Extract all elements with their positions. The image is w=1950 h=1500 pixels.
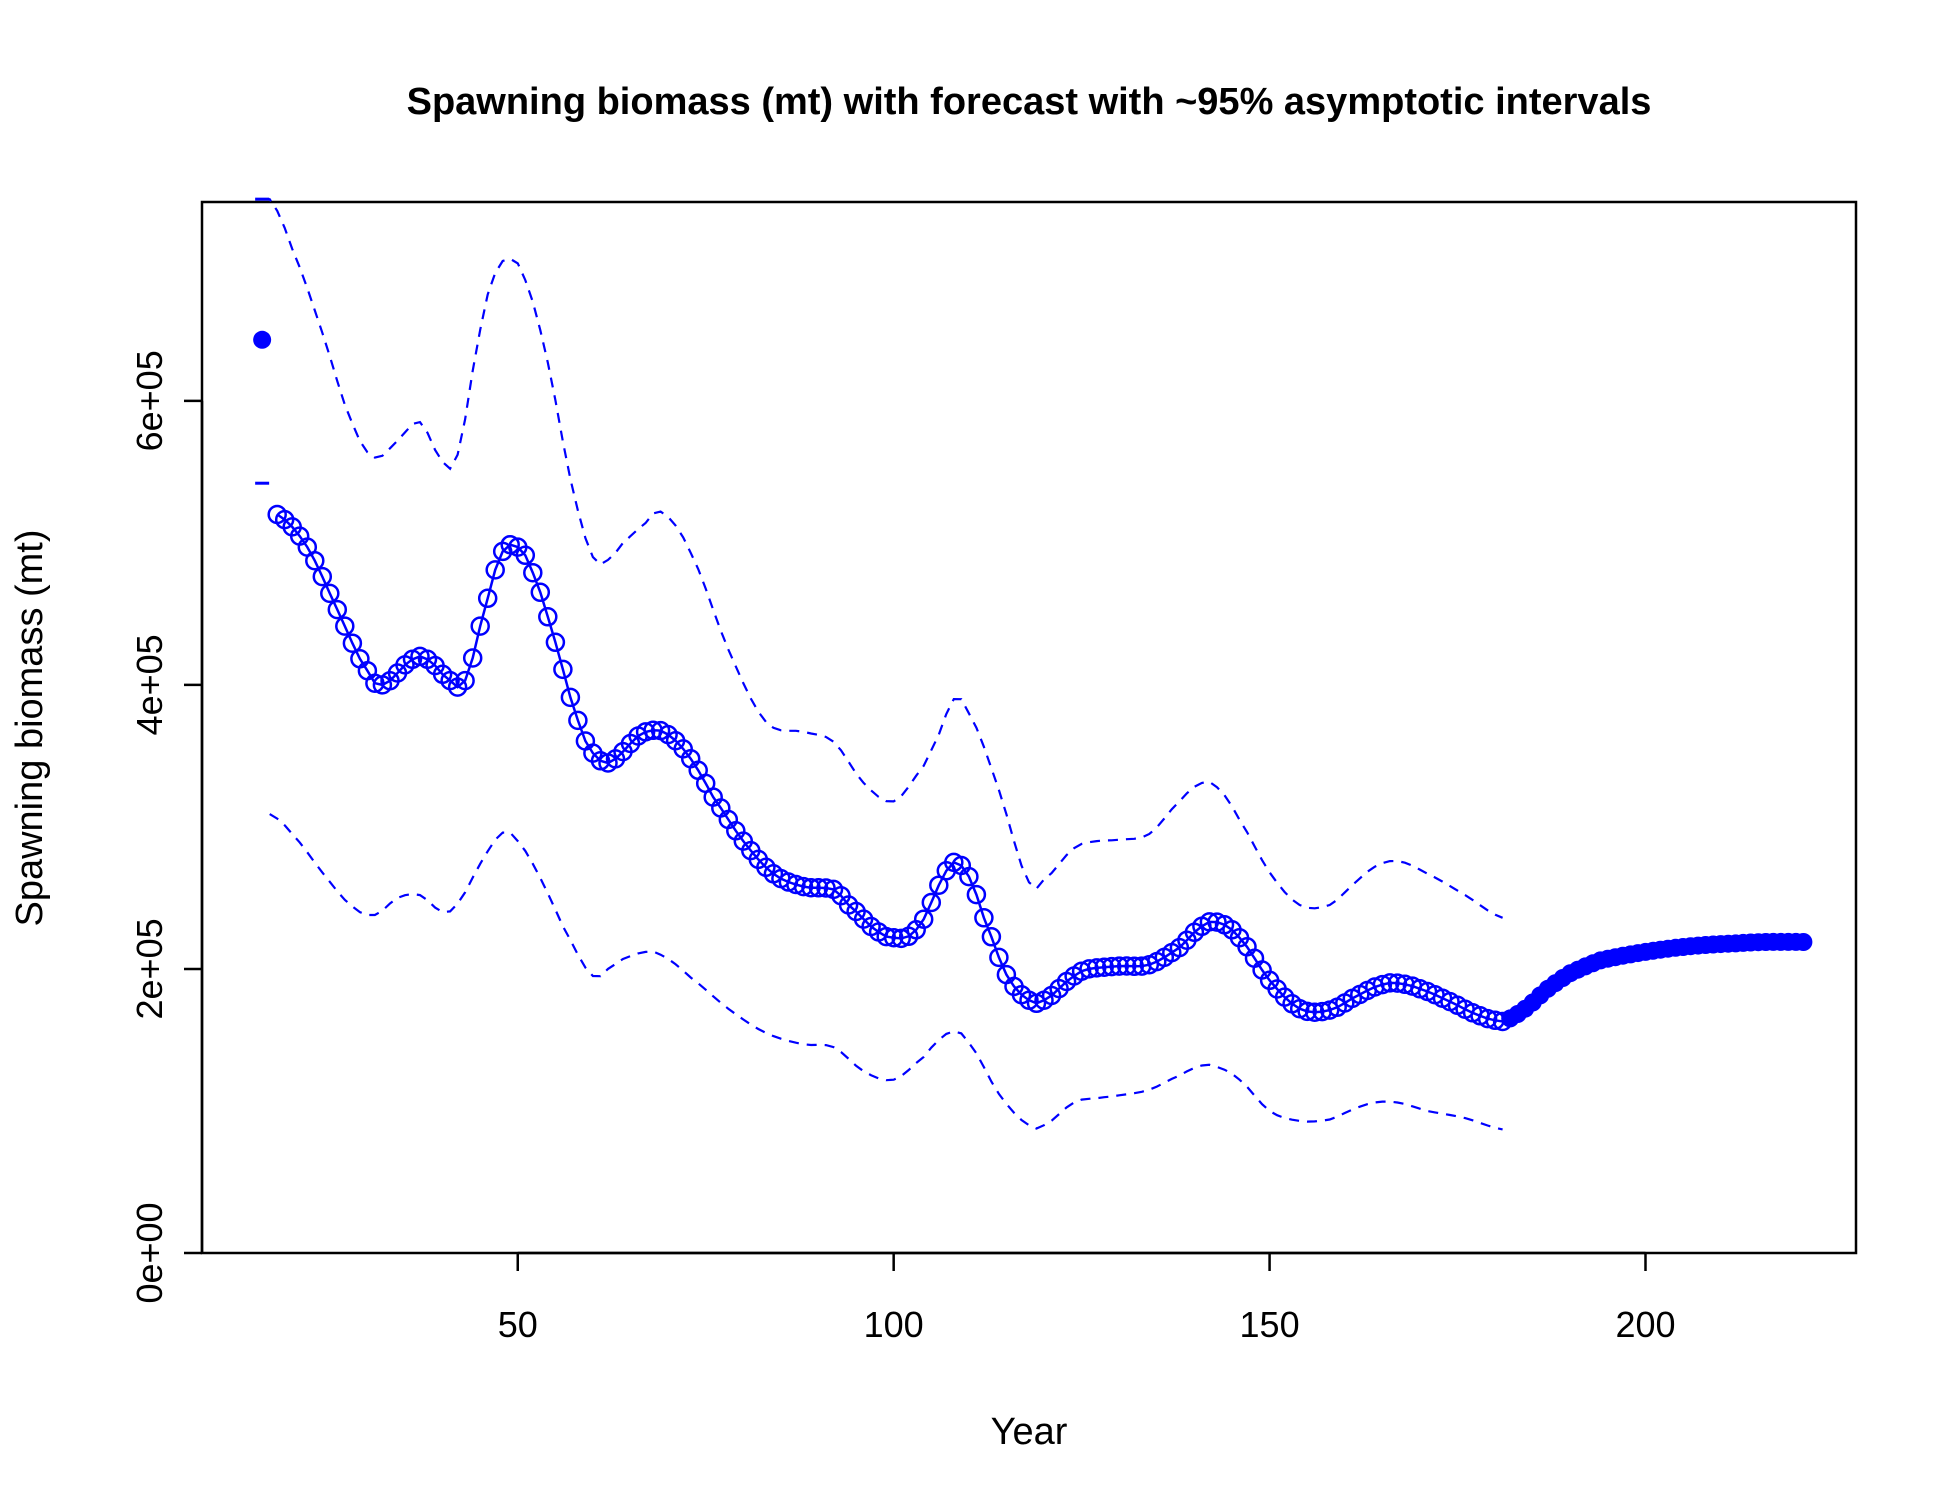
- estimate-point: [1380, 973, 1400, 993]
- estimate-point: [1124, 956, 1145, 977]
- estimate-point: [365, 673, 385, 693]
- estimate-point: [966, 884, 987, 905]
- estimate-point: [974, 908, 994, 928]
- estimate-point: [1101, 956, 1122, 977]
- y-axis-label: Spawning biomass (mt): [9, 529, 51, 926]
- estimate-point: [342, 633, 363, 653]
- biomass-points: [267, 504, 1813, 1032]
- estimate-point: [485, 560, 505, 580]
- estimate-point: [305, 550, 325, 571]
- y-axis: 0e+00 2e+05 4e+05 6e+05: [129, 350, 204, 1304]
- y-tick-label: 0e+00: [129, 1202, 170, 1303]
- estimate-point: [477, 588, 498, 609]
- estimate-point: [590, 751, 611, 771]
- estimate-point: [1109, 956, 1129, 976]
- estimate-point: [538, 607, 558, 627]
- upper-ci-line: [262, 198, 1504, 919]
- estimate-point: [568, 710, 588, 731]
- estimate-point: [335, 616, 355, 636]
- estimate-point: [455, 670, 475, 691]
- estimate-point: [1477, 1008, 1498, 1029]
- estimate-point: [1387, 973, 1408, 993]
- estimate-point: [560, 687, 581, 708]
- estimate-point: [959, 866, 979, 887]
- x-tick-label: 150: [1240, 1304, 1300, 1345]
- estimate-point: [989, 947, 1009, 968]
- x-axis: 50 100 150 200: [498, 1251, 1676, 1345]
- estimate-point: [553, 659, 573, 680]
- estimate-point: [913, 909, 934, 929]
- estimate-point: [1199, 912, 1220, 932]
- biomass-series: [276, 513, 1804, 1023]
- estimate-point: [320, 583, 340, 604]
- estimate-point: [312, 566, 333, 587]
- estimate-point: [921, 892, 942, 913]
- estimate-point: [545, 632, 566, 653]
- y-tick-label: 2e+05: [129, 918, 170, 1019]
- x-axis-label: Year: [991, 1411, 1068, 1453]
- estimate-point: [530, 582, 551, 603]
- estimate-point: [635, 722, 656, 742]
- estimate-point: [1297, 1001, 1317, 1022]
- estimate-point: [1116, 956, 1137, 976]
- estimate-point: [515, 545, 536, 566]
- estimate-point: [801, 877, 821, 898]
- x-tick-label: 50: [498, 1304, 538, 1345]
- confidence-interval-lines: [253, 197, 1504, 1131]
- estimate-point: [1079, 959, 1099, 979]
- estimate-point: [470, 616, 490, 636]
- x-tick-label: 100: [864, 1304, 924, 1345]
- estimate-point: [462, 648, 483, 668]
- y-tick-label: 4e+05: [129, 634, 170, 735]
- biomass-line: [276, 513, 1804, 1023]
- estimate-point: [1372, 974, 1393, 995]
- estimate-point: [1304, 1002, 1325, 1022]
- estimate-point: [816, 878, 836, 898]
- estimate-point: [981, 927, 1002, 947]
- lower-ci-line: [269, 813, 1503, 1131]
- estimate-point: [1086, 958, 1107, 978]
- estimate-point: [883, 927, 904, 948]
- estimate-point: [891, 928, 911, 949]
- estimate-point: [876, 926, 896, 947]
- estimate-point: [1094, 957, 1114, 977]
- plot-frame: [200, 200, 1858, 1255]
- estimate-point: [327, 599, 348, 620]
- estimate-point: [808, 878, 829, 898]
- y-tick-label: 6e+05: [129, 350, 170, 451]
- x-tick-label: 200: [1615, 1304, 1675, 1345]
- estimate-point: [523, 562, 543, 583]
- forecast-point: [1794, 933, 1813, 951]
- virgin-biomass-point: [253, 330, 272, 349]
- chart-title: Spawning biomass (mt) with forecast with…: [407, 81, 1652, 123]
- estimate-point: [793, 876, 814, 897]
